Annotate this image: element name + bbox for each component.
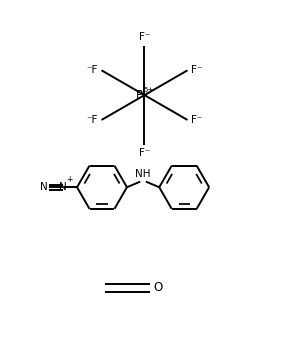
Text: NH: NH	[135, 169, 151, 179]
Text: F⁻: F⁻	[191, 65, 202, 75]
Text: P: P	[136, 89, 143, 102]
Text: +: +	[66, 174, 73, 184]
Text: ⁻F: ⁻F	[87, 115, 98, 125]
Text: F⁻: F⁻	[191, 115, 202, 125]
Text: F⁻: F⁻	[139, 148, 150, 158]
Text: ⁻F: ⁻F	[87, 65, 98, 75]
Text: O: O	[153, 281, 162, 294]
Text: N: N	[59, 182, 67, 192]
Text: 5+: 5+	[143, 87, 154, 93]
Text: F⁻: F⁻	[139, 32, 150, 42]
Text: N: N	[40, 182, 48, 192]
